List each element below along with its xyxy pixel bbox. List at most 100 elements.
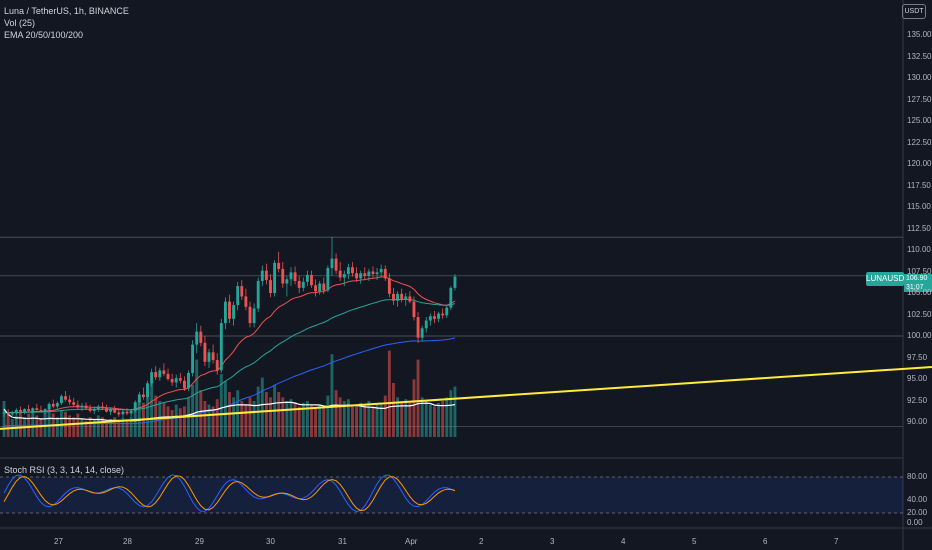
volume-legend[interactable]: Vol (25)	[4, 18, 36, 28]
candle-body	[92, 409, 96, 411]
candle-body	[293, 272, 297, 281]
stoch-rsi-band	[0, 477, 903, 513]
volume-bar	[453, 386, 457, 437]
volume-bar	[219, 374, 223, 437]
volume-bar	[310, 404, 313, 437]
volume-bar	[166, 406, 170, 437]
candle-body	[269, 280, 272, 293]
candle-body	[174, 378, 178, 383]
volume-bar	[150, 383, 154, 437]
candle-body	[141, 394, 145, 398]
candle-body	[416, 317, 420, 338]
volume-bar	[305, 401, 309, 437]
candle-body	[100, 406, 104, 409]
currency-button[interactable]: USDT	[902, 4, 926, 19]
candle-body	[359, 273, 363, 279]
volume-bar	[191, 384, 195, 437]
stoch-rsi-axis-label: 40.00	[907, 495, 928, 504]
volume-bar	[264, 392, 268, 437]
candle-body	[166, 373, 170, 379]
volume-bar	[392, 383, 395, 437]
candle-body	[428, 316, 432, 321]
time-axis-label: 28	[123, 537, 132, 546]
price-axis-label: 110.00	[907, 245, 931, 254]
candle-body	[392, 293, 395, 301]
volume-bar	[92, 419, 96, 437]
volume-bar	[195, 359, 199, 437]
candle-body	[264, 270, 268, 281]
volume-bar	[105, 420, 108, 437]
stoch-rsi-legend[interactable]: Stoch RSI (3, 3, 14, 14, close)	[4, 465, 125, 475]
price-axis-label: 102.50	[907, 309, 932, 319]
candle-body	[195, 331, 199, 345]
volume-bar	[76, 413, 80, 437]
candle-body	[260, 270, 264, 281]
volume-bar	[60, 410, 63, 437]
candle-body	[64, 396, 67, 400]
price-axis-label: 122.50	[907, 137, 932, 147]
volume-bar	[96, 415, 100, 437]
candle-body	[383, 268, 387, 279]
candle-body	[88, 408, 92, 411]
volume-bar	[55, 417, 59, 437]
candle-body	[453, 276, 457, 288]
price-axis-label: 130.00	[907, 73, 932, 82]
candle-body	[47, 403, 51, 410]
volume-bar	[31, 410, 35, 437]
time-axis-label: 3	[550, 537, 555, 546]
candle-body	[363, 273, 367, 276]
candle-body	[72, 402, 76, 405]
candle-body	[121, 411, 125, 415]
volume-bar	[215, 399, 219, 437]
candle-body	[367, 271, 371, 276]
price-axis-label: 135.00	[907, 30, 932, 39]
ema-legend[interactable]: EMA 20/50/100/200	[4, 30, 84, 40]
volume-bar	[174, 404, 178, 437]
candle-body	[19, 409, 22, 412]
candle-body	[154, 372, 158, 378]
time-axis-label: 27	[54, 537, 63, 546]
volume-bar	[375, 404, 379, 437]
candle-body	[371, 271, 375, 275]
candle-body	[297, 280, 301, 288]
volume-bar	[412, 379, 416, 437]
candle-body	[60, 396, 63, 404]
volume-bar	[346, 399, 350, 437]
volume-bar	[146, 392, 149, 437]
candle-body	[248, 306, 252, 324]
candle-body	[437, 313, 440, 319]
candle-body	[310, 274, 313, 286]
volume-bar	[47, 408, 51, 437]
candle-body	[31, 408, 35, 411]
candle-body	[191, 344, 195, 373]
volume-bar	[400, 401, 404, 437]
candle-body	[232, 305, 236, 319]
candle-body	[215, 360, 219, 371]
chart-title[interactable]: Luna / TetherUS, 1h, BINANCE	[4, 6, 129, 16]
volume-bar	[88, 417, 92, 437]
candle-body	[256, 280, 260, 309]
volume-bar	[129, 417, 133, 437]
candle-body	[170, 379, 174, 383]
current-price-label: 106.90 31:07	[904, 274, 932, 292]
volume-bar	[80, 419, 84, 437]
volume-bar	[416, 359, 420, 437]
price-axis-label: 97.50	[907, 352, 928, 362]
volume-bar	[404, 399, 408, 437]
stoch-rsi-axis-label: 80.00	[907, 472, 928, 481]
volume-bar	[322, 406, 326, 437]
trendline	[0, 365, 932, 430]
volume-bar	[433, 406, 436, 437]
volume-bar	[277, 392, 281, 437]
candle-body	[182, 380, 186, 389]
time-axis-label: 30	[266, 537, 275, 546]
volume-bar	[371, 406, 375, 437]
candle-body	[137, 394, 141, 403]
candle-body	[27, 409, 31, 411]
candle-body	[433, 316, 436, 319]
candle-body	[133, 402, 137, 411]
candle-body	[199, 331, 203, 343]
volume-bar	[182, 406, 186, 437]
price-axis-label: 132.50	[907, 51, 932, 61]
